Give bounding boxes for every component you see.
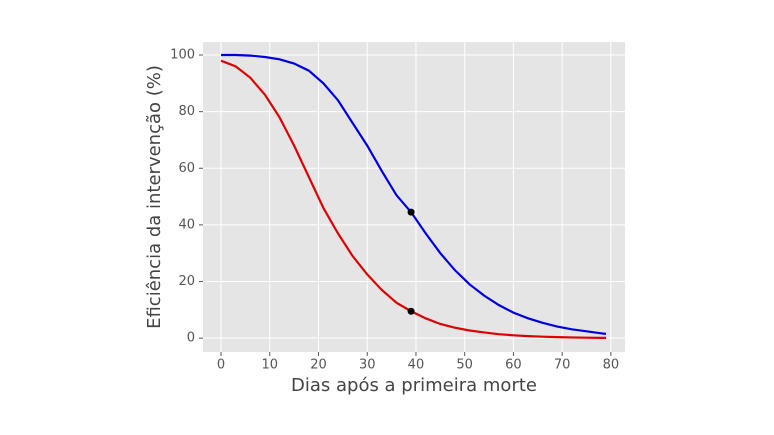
x-tick-label: 40 (408, 358, 425, 373)
y-tick-label: 20 (178, 274, 195, 289)
marker (407, 307, 415, 315)
y-tick-label: 100 (170, 48, 195, 63)
x-tick-label: 50 (456, 358, 473, 373)
y-tick-label: 60 (178, 161, 195, 176)
y-tick-label: 0 (187, 331, 195, 346)
x-tick-label: 70 (554, 358, 571, 373)
x-tick-label: 30 (359, 358, 376, 373)
y-tick-label: 40 (178, 217, 195, 232)
x-tick-label: 20 (310, 358, 327, 373)
x-tick-label: 60 (505, 358, 522, 373)
y-tick-label: 80 (178, 104, 195, 119)
marker (407, 208, 415, 216)
plot-area (203, 42, 625, 352)
x-tick-label: 0 (217, 358, 225, 373)
x-axis-label: Dias após a primeira morte (291, 375, 537, 396)
x-tick-label: 80 (603, 358, 620, 373)
line (221, 53, 607, 335)
line (220, 59, 606, 339)
x-tick-label: 10 (261, 358, 278, 373)
y-axis-label: Eficiência da intervenção (%) (144, 65, 165, 329)
